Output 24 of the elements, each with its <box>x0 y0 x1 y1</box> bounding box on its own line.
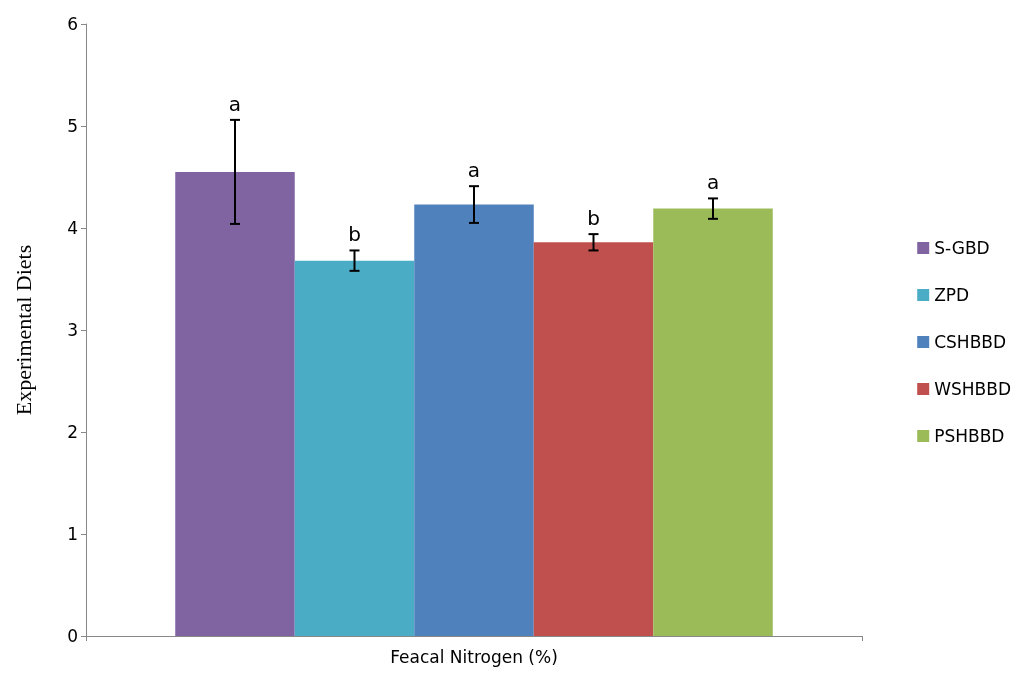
legend-label: PSHBBD <box>934 426 1005 446</box>
data-label: b <box>348 222 361 247</box>
data-label: a <box>228 91 242 116</box>
legend-label: CSHBBD <box>934 332 1007 352</box>
bar <box>175 171 295 636</box>
legend-label: ZPD <box>934 285 970 305</box>
bar <box>653 208 773 636</box>
y-tick-label: 5 <box>67 116 78 136</box>
y-tick-label: 1 <box>67 524 78 544</box>
legend-label: WSHBBD <box>934 379 1012 399</box>
y-tick-label: 3 <box>67 320 78 340</box>
legend-label: S-GBD <box>934 238 990 258</box>
y-tick-label: 4 <box>67 218 78 238</box>
y-axis-title: Experimental Diets <box>10 244 36 416</box>
data-label: b <box>587 206 600 231</box>
y-tick-label: 6 <box>67 14 78 34</box>
data-label: a <box>706 170 720 195</box>
y-tick-label: 0 <box>67 626 78 646</box>
x-tick-label: Feacal Nitrogen (%) <box>390 646 558 667</box>
y-tick-label: 2 <box>67 422 78 442</box>
bar <box>414 204 534 636</box>
data-label: a <box>467 158 481 183</box>
bar <box>294 260 415 636</box>
bar <box>533 242 654 636</box>
